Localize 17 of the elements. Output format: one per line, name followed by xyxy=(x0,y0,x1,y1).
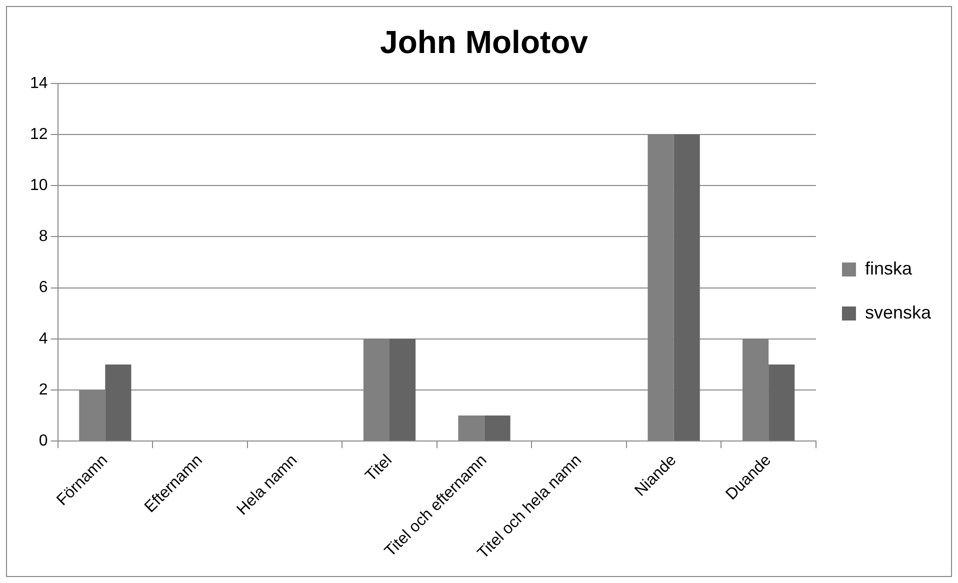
y-tick-label: 8 xyxy=(38,228,48,246)
bar xyxy=(674,134,700,441)
y-tick-label: 12 xyxy=(30,126,48,143)
y-tick-label: 0 xyxy=(38,432,48,450)
y-tick-label: 10 xyxy=(30,177,48,194)
y-tick-label: 6 xyxy=(38,279,48,296)
y-tick-label: 2 xyxy=(38,381,48,398)
y-tick-label: 4 xyxy=(38,330,48,348)
legend-label: svenska xyxy=(864,302,932,322)
y-tick-label: 14 xyxy=(30,74,48,92)
bar xyxy=(105,364,132,441)
bar xyxy=(484,416,510,441)
bar xyxy=(389,338,416,441)
chart-title: John Molotov xyxy=(380,24,588,60)
bar xyxy=(768,364,795,441)
legend-label: finska xyxy=(864,258,913,278)
x-tick-label: Titel xyxy=(362,452,396,485)
